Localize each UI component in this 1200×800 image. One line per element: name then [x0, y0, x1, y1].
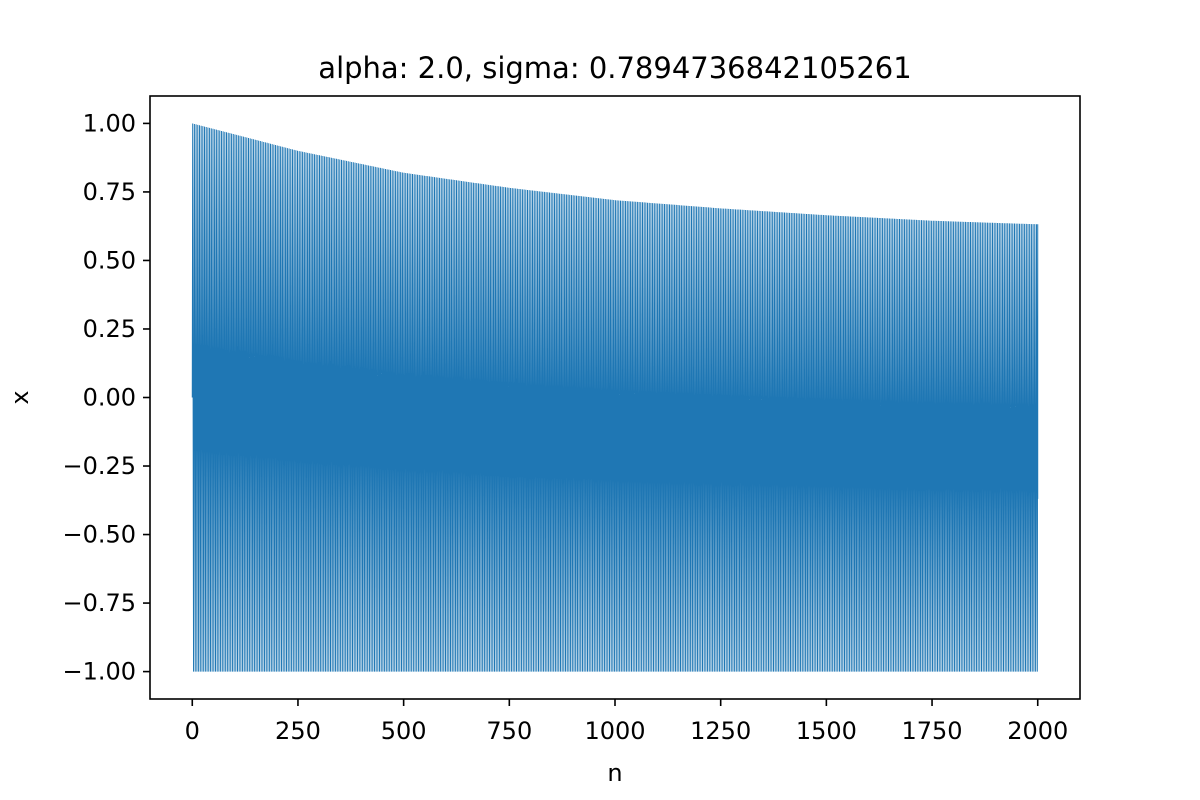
x-tick-label: 1500	[796, 717, 857, 745]
x-tick-label: 2000	[1007, 717, 1068, 745]
x-tick-label: 250	[275, 717, 321, 745]
x-tick-label: 1750	[902, 717, 963, 745]
series-layer	[191, 123, 1039, 672]
y-axis-label: x	[6, 390, 34, 404]
x-tick-label: 1250	[690, 717, 751, 745]
y-tick-label: −0.50	[62, 521, 136, 549]
x-tick-label: 1000	[584, 717, 645, 745]
y-axis-ticks: 1.00 0.75 0.50 0.25 0.00 −0.25 −0.50 −0.75 −1.00	[62, 109, 150, 686]
y-tick-label: −0.75	[62, 589, 136, 617]
x-tick-label: 750	[486, 717, 532, 745]
x-tick-label: 0	[185, 717, 200, 745]
y-tick-label: 0.75	[83, 178, 136, 206]
y-tick-label: −0.25	[62, 452, 136, 480]
y-tick-label: 1.00	[83, 109, 136, 137]
y-tick-label: 0.25	[83, 315, 136, 343]
series-line	[191, 123, 1039, 672]
x-tick-label: 500	[381, 717, 427, 745]
y-tick-label: 0.00	[83, 384, 136, 412]
x-axis-label: n	[607, 759, 622, 787]
y-tick-label: 0.50	[83, 246, 136, 274]
x-axis-ticks: 0 250 500 750 1000 1250 1500 1750 2000	[185, 699, 1068, 745]
chart-title: alpha: 2.0, sigma: 0.7894736842105261	[318, 51, 911, 85]
y-tick-label: −1.00	[62, 658, 136, 686]
